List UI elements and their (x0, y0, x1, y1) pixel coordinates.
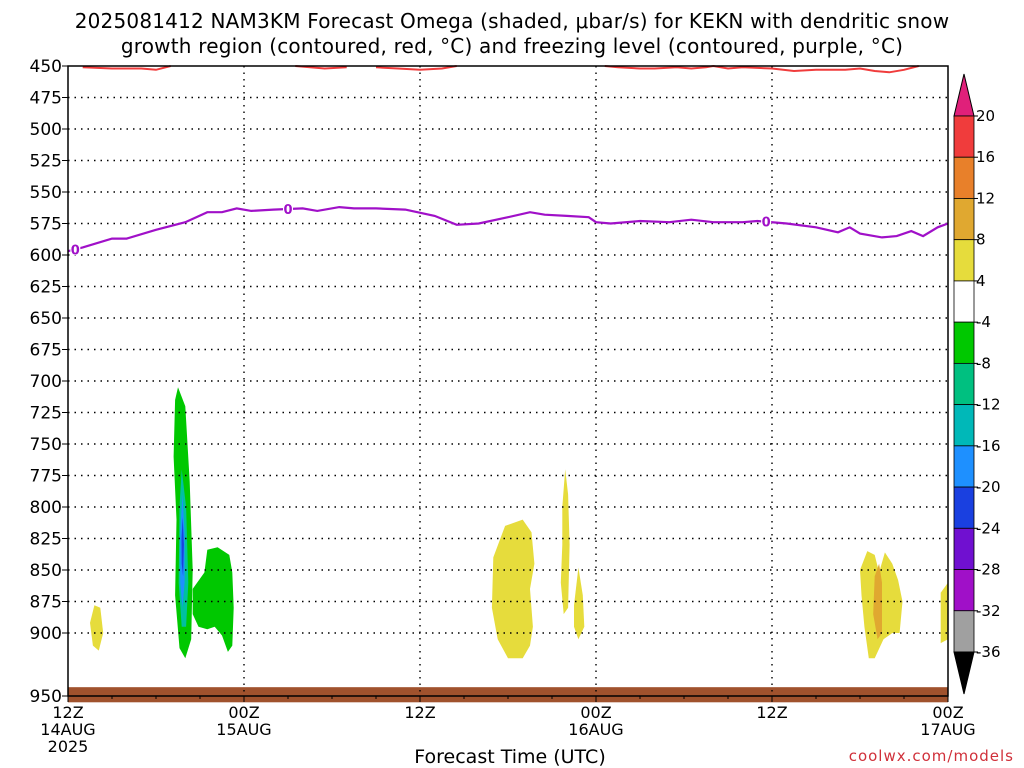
colorbar-swatch-0 (953, 115, 975, 158)
colorbar-swatch-2 (953, 198, 975, 241)
colorbar-swatch-5 (953, 321, 975, 364)
dgz-contour-3 (604, 64, 919, 74)
colorbar-swatch-6 (953, 362, 975, 406)
dgz-contour-1 (295, 65, 347, 70)
y-tick-label-900: 900 (30, 624, 62, 644)
x-tick-label-3-1: 16AUG (568, 720, 623, 739)
credit-link[interactable]: coolwx.com/models (848, 747, 1014, 765)
y-tick-label-825: 825 (30, 530, 62, 550)
colorbar-swatch-8 (953, 445, 975, 488)
x-tick-label-0-1: 14AUG (40, 720, 95, 739)
x-tick-label-3-0: 00Z (580, 703, 611, 722)
colorbar-bottom-arrow (953, 651, 975, 695)
colorbar-label-9: -20 (976, 478, 1001, 496)
colorbar-label-5: -4 (976, 313, 991, 331)
omega-region-orange-1 (873, 563, 882, 640)
x-tick-label-1-0: 00Z (228, 703, 259, 722)
y-tick-label-550: 550 (30, 183, 62, 203)
y-tick-label-500: 500 (30, 120, 62, 140)
colorbar-label-11: -28 (976, 561, 1001, 579)
freezing-level-contour (67, 205, 949, 253)
freezing-label-bg-1 (283, 202, 293, 216)
terrain-band (68, 687, 948, 703)
freezing-level-label-0: 0 (71, 243, 80, 258)
y-tick-label-850: 850 (30, 561, 62, 581)
y-tick-label-450: 450 (30, 57, 62, 77)
colorbar-label-3: 8 (976, 231, 986, 249)
colorbar-swatch-4 (953, 280, 975, 323)
colorbar-label-10: -24 (976, 519, 1001, 537)
colorbar-label-2: 12 (976, 189, 995, 207)
colorbar-swatch-7 (953, 404, 975, 447)
omega-region-yellow-2 (560, 469, 570, 615)
freezing-level-label-1: 0 (283, 203, 292, 218)
colorbar-label-1: 16 (976, 148, 995, 166)
y-tick-label-475: 475 (30, 89, 62, 109)
x-tick-label-4-0: 12Z (756, 703, 787, 722)
colorbar-label-6: -8 (976, 354, 991, 372)
colorbar-swatch-11 (953, 569, 975, 612)
y-tick-label-800: 800 (30, 498, 62, 518)
y-tick-label-575: 575 (30, 215, 62, 235)
y-tick-label-600: 600 (30, 246, 62, 266)
colorbar-swatch-9 (953, 486, 975, 529)
y-tick-label-725: 725 (30, 404, 62, 424)
colorbar-label-4: 4 (976, 272, 986, 290)
dgz-contour-0 (82, 65, 171, 71)
colorbar-swatch-3 (953, 239, 975, 282)
x-axis-title: Forecast Time (UTC) (414, 746, 606, 768)
x-tick-label-5-1: 17AUG (920, 720, 975, 739)
colorbar-swatch-12 (953, 610, 975, 653)
y-tick-label-875: 875 (30, 593, 62, 613)
x-tick-label-5-0: 00Z (932, 703, 963, 722)
omega-region-yellow-1 (491, 519, 535, 659)
y-tick-label-675: 675 (30, 341, 62, 361)
colorbar-label-8: -16 (976, 437, 1001, 455)
colorbar-label-7: -12 (976, 396, 1001, 414)
y-tick-label-525: 525 (30, 152, 62, 172)
freezing-label-bg-2 (761, 214, 772, 228)
y-tick-label-950: 950 (30, 687, 62, 707)
colorbar-label-0: 20 (976, 107, 995, 125)
freezing-level-label-2: 0 (762, 216, 771, 231)
x-tick-label-0-2: 2025 (48, 737, 89, 756)
colorbar-label-12: -32 (976, 602, 1001, 620)
x-tick-label-2-0: 12Z (404, 703, 435, 722)
omega-region-green-secondary (192, 547, 234, 652)
x-tick-label-1-1: 15AUG (216, 720, 271, 739)
omega-region-darkblue-core (181, 517, 184, 577)
dgz-contour-2 (375, 65, 457, 71)
y-tick-label-625: 625 (30, 278, 62, 298)
y-tick-label-750: 750 (30, 435, 62, 455)
chart-title-line-1: 2025081412 NAM3KM Forecast Omega (shaded… (74, 9, 950, 33)
x-tick-label-0-0: 12Z (52, 703, 83, 722)
omega-region-yellow-left (90, 605, 104, 651)
y-tick-label-775: 775 (30, 467, 62, 487)
y-tick-label-700: 700 (30, 372, 62, 392)
chart-title-line-2: growth region (contoured, red, °C) and f… (120, 34, 904, 58)
colorbar-swatch-10 (953, 527, 975, 570)
freezing-label-bg-0 (70, 242, 81, 256)
colorbar-label-13: -36 (976, 643, 1001, 661)
omega-region-yellow-3 (574, 567, 585, 640)
colorbar-top-arrow (953, 73, 975, 117)
colorbar-swatch-1 (953, 156, 975, 199)
y-tick-label-650: 650 (30, 309, 62, 329)
omega-region-yellow-5 (940, 582, 948, 644)
